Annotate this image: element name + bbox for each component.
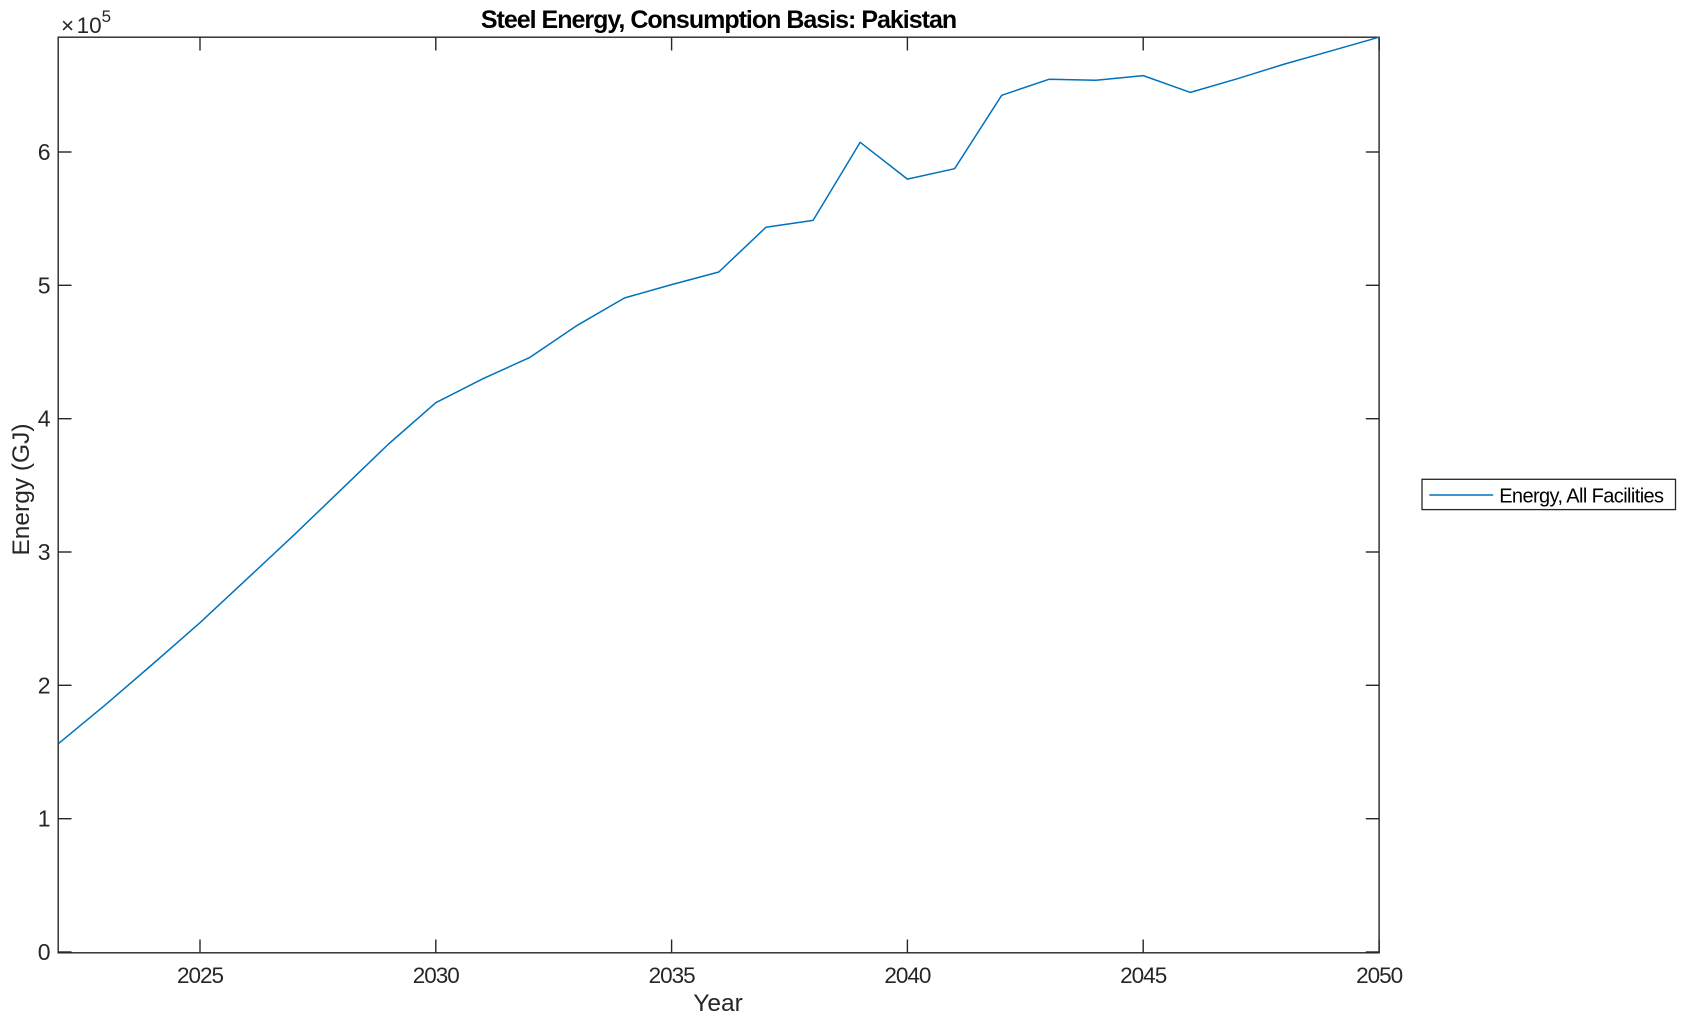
svg-text:2035: 2035 (649, 963, 696, 988)
svg-text:Year: Year (693, 990, 743, 1017)
svg-text:2025: 2025 (177, 963, 224, 988)
svg-text:0: 0 (38, 939, 51, 965)
svg-text:2030: 2030 (413, 963, 460, 988)
svg-text:Energy, All Facilities: Energy, All Facilities (1499, 485, 1664, 507)
svg-text:2040: 2040 (884, 963, 931, 988)
svg-text:5: 5 (38, 272, 51, 298)
svg-text:2045: 2045 (1120, 963, 1167, 988)
svg-text:6: 6 (38, 139, 51, 165)
svg-text:2050: 2050 (1356, 963, 1403, 988)
svg-text:1: 1 (38, 806, 51, 832)
svg-text:3: 3 (38, 539, 51, 565)
svg-text:Steel Energy, Consumption Basi: Steel Energy, Consumption Basis: Pakista… (481, 6, 956, 34)
svg-text:Energy (GJ): Energy (GJ) (8, 423, 35, 555)
svg-text:2: 2 (38, 672, 51, 698)
svg-text:4: 4 (38, 406, 51, 432)
